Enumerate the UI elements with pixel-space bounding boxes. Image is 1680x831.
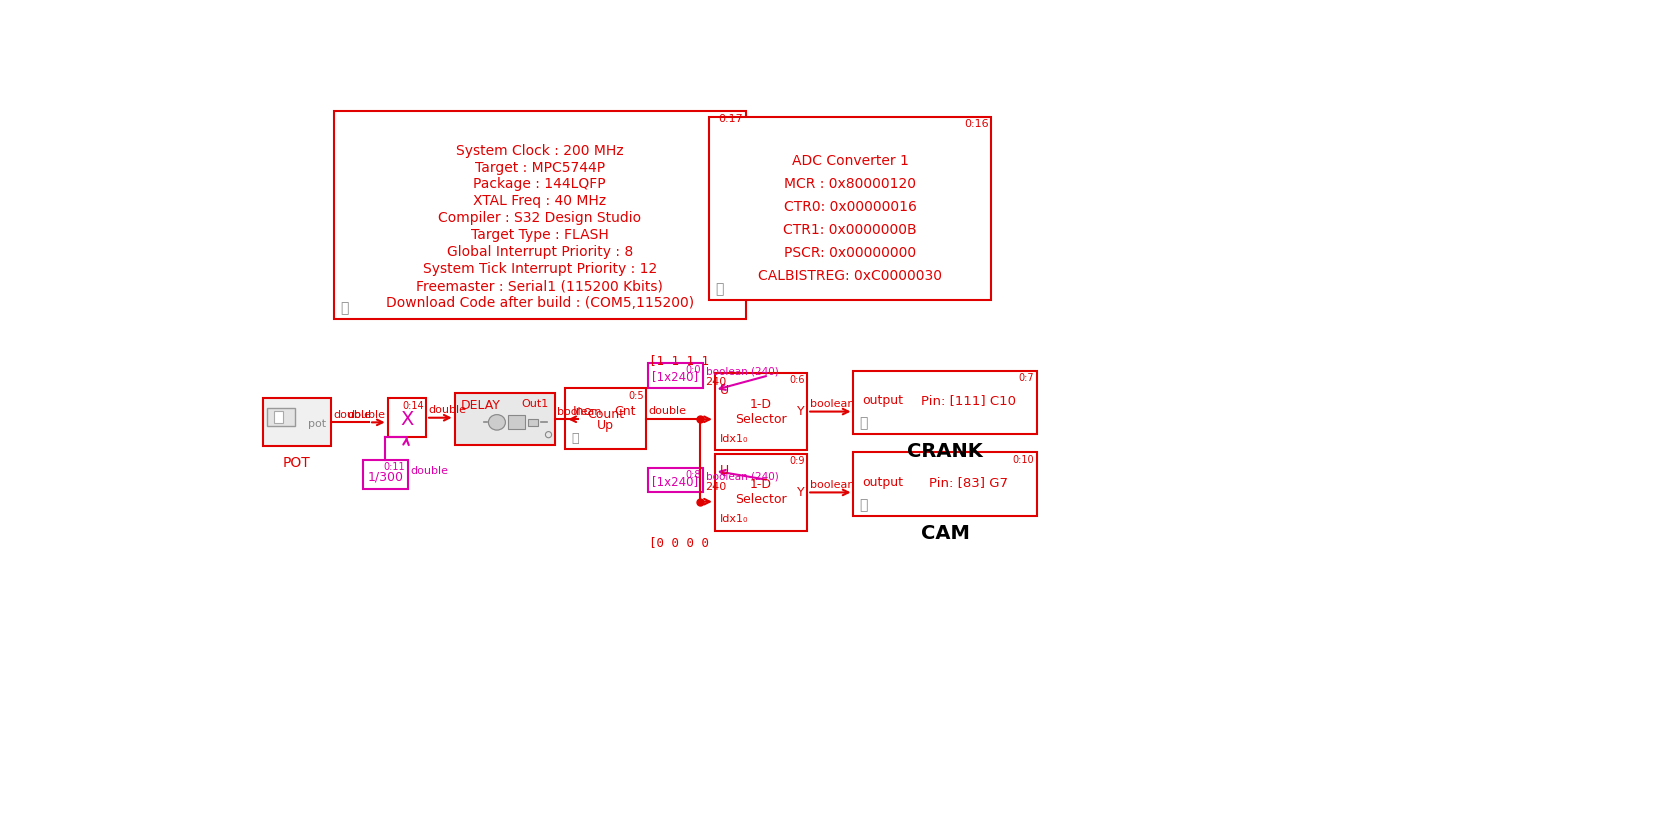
Bar <box>388 399 425 437</box>
Text: 0:8: 0:8 <box>685 470 701 480</box>
Text: double: double <box>333 410 371 420</box>
Bar <box>647 468 702 493</box>
Text: DELAY: DELAY <box>460 399 501 412</box>
Bar <box>454 393 554 445</box>
Text: 1/300: 1/300 <box>366 470 403 484</box>
Text: 0:0: 0:0 <box>685 366 701 376</box>
Text: pot: pot <box>307 419 326 429</box>
Bar <box>528 419 538 426</box>
Text: Y: Y <box>796 486 803 499</box>
Text: 0:5: 0:5 <box>628 391 643 401</box>
Text: Freemaster : Serial1 (115200 Kbits): Freemaster : Serial1 (115200 Kbits) <box>417 279 662 293</box>
Text: double: double <box>428 405 465 415</box>
Text: Idx1₀: Idx1₀ <box>719 434 748 444</box>
Text: double: double <box>648 406 685 416</box>
Text: 0:7: 0:7 <box>1018 373 1033 383</box>
Text: CTR1: 0x0000000B: CTR1: 0x0000000B <box>783 223 916 237</box>
Text: U: U <box>719 465 729 477</box>
Text: ADC Converter 1: ADC Converter 1 <box>791 154 907 168</box>
Text: Target Type : FLASH: Target Type : FLASH <box>470 229 608 243</box>
Text: 0:9: 0:9 <box>790 456 805 466</box>
Text: Pin: [83] G7: Pin: [83] G7 <box>927 476 1006 489</box>
Bar <box>853 371 1037 434</box>
Text: [1x240]: [1x240] <box>652 475 699 488</box>
Text: ⛓: ⛓ <box>571 432 580 445</box>
Text: boolean (240): boolean (240) <box>706 472 778 482</box>
Text: ⛓: ⛓ <box>858 498 867 512</box>
Text: 0:17: 0:17 <box>717 114 743 124</box>
Text: ⛓: ⛓ <box>714 283 722 296</box>
Text: MCR : 0x80000120: MCR : 0x80000120 <box>783 177 916 191</box>
Text: boolean: boolean <box>556 406 601 416</box>
Text: Inc: Inc <box>573 405 591 418</box>
Text: X: X <box>400 410 413 429</box>
Text: ⛓: ⛓ <box>339 302 348 316</box>
Text: PSCR: 0x00000000: PSCR: 0x00000000 <box>783 246 916 260</box>
Text: Out1: Out1 <box>521 399 548 409</box>
Text: System Tick Interrupt Priority : 12: System Tick Interrupt Priority : 12 <box>422 263 657 276</box>
Text: 0:10: 0:10 <box>1011 455 1033 465</box>
Bar <box>564 388 645 449</box>
Text: 240: 240 <box>706 377 726 387</box>
Text: System Clock : 200 MHz: System Clock : 200 MHz <box>455 144 623 158</box>
Text: CAM: CAM <box>921 524 969 543</box>
Bar <box>714 454 806 531</box>
Bar <box>267 408 296 426</box>
Text: Cnt: Cnt <box>613 405 635 418</box>
Text: Y: Y <box>796 405 803 418</box>
Text: POT: POT <box>282 456 311 470</box>
Text: XTAL Freq : 40 MHz: XTAL Freq : 40 MHz <box>472 194 606 209</box>
Bar <box>853 452 1037 515</box>
Text: boolean: boolean <box>810 399 853 409</box>
Text: Package : 144LQFP: Package : 144LQFP <box>474 178 605 191</box>
Bar <box>507 415 526 429</box>
Text: [1 1 1 1: [1 1 1 1 <box>648 354 709 366</box>
Text: Count: Count <box>586 408 623 421</box>
Text: 1-D
Selector: 1-D Selector <box>734 397 786 425</box>
Bar <box>363 460 407 489</box>
Text: boolean (240): boolean (240) <box>706 367 778 377</box>
Text: Compiler : S32 Design Studio: Compiler : S32 Design Studio <box>438 211 640 225</box>
Bar <box>262 399 331 446</box>
Text: 0:6: 0:6 <box>790 376 805 386</box>
Text: Download Code after build : (COM5,115200): Download Code after build : (COM5,115200… <box>385 296 694 310</box>
Text: Up: Up <box>596 419 613 432</box>
Bar <box>714 373 806 450</box>
Text: ⛓: ⛓ <box>858 416 867 430</box>
Text: CALBISTREG: 0xC0000030: CALBISTREG: 0xC0000030 <box>758 269 941 283</box>
Text: 1-D
Selector: 1-D Selector <box>734 479 786 506</box>
Text: 240: 240 <box>706 482 726 492</box>
Text: 0:16: 0:16 <box>964 119 988 129</box>
Bar <box>333 111 746 319</box>
Text: double: double <box>348 410 385 420</box>
Text: double: double <box>410 466 447 476</box>
Text: Target : MPC5744P: Target : MPC5744P <box>474 160 605 175</box>
Text: Pin: [111] C10: Pin: [111] C10 <box>921 394 1015 407</box>
Text: [0 0 0 0: [0 0 0 0 <box>648 535 709 548</box>
Ellipse shape <box>489 415 506 430</box>
Text: output: output <box>862 394 904 407</box>
Text: 0:11: 0:11 <box>383 462 405 472</box>
Bar <box>274 411 282 423</box>
Bar <box>647 363 702 388</box>
Text: CRANK: CRANK <box>907 442 983 461</box>
Text: Global Interrupt Priority : 8: Global Interrupt Priority : 8 <box>447 245 632 259</box>
Text: boolean: boolean <box>810 479 853 489</box>
Text: [1x240]: [1x240] <box>652 371 699 383</box>
Text: Idx1₀: Idx1₀ <box>719 514 748 524</box>
Text: U: U <box>719 384 729 396</box>
Text: CTR0: 0x00000016: CTR0: 0x00000016 <box>783 199 916 214</box>
Text: 0:14: 0:14 <box>402 401 423 411</box>
Bar <box>709 116 991 300</box>
Text: output: output <box>862 476 904 489</box>
